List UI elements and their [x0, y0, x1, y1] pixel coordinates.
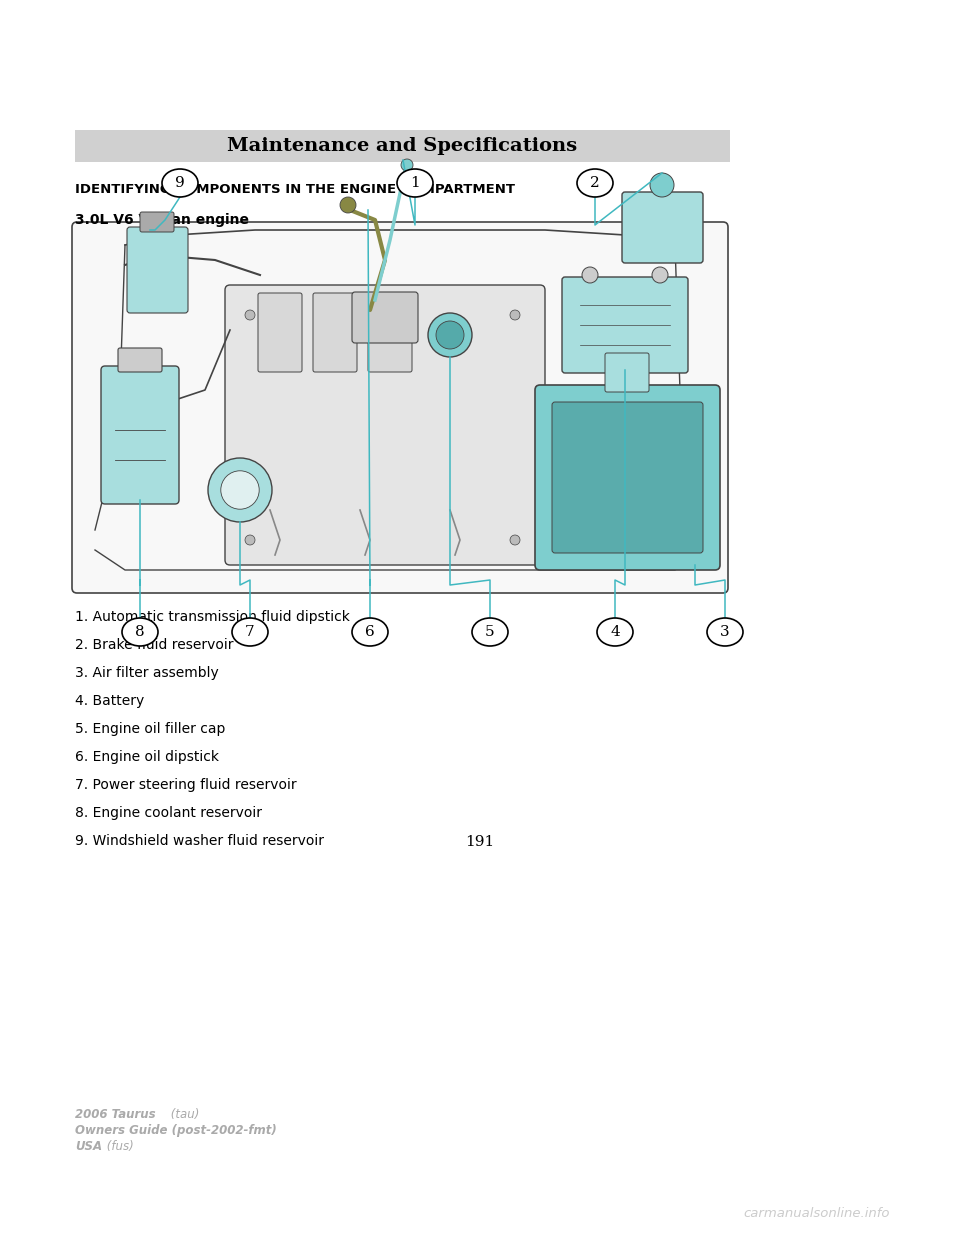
Ellipse shape: [597, 619, 633, 646]
Circle shape: [340, 197, 356, 212]
Text: 1. Automatic transmission fluid dipstick: 1. Automatic transmission fluid dipstick: [75, 610, 349, 623]
Circle shape: [650, 173, 674, 197]
Text: IDENTIFYING COMPONENTS IN THE ENGINE COMPARTMENT: IDENTIFYING COMPONENTS IN THE ENGINE COM…: [75, 183, 515, 196]
FancyBboxPatch shape: [118, 348, 162, 373]
Text: 8: 8: [135, 625, 145, 638]
FancyBboxPatch shape: [258, 293, 302, 373]
Text: 2006 Taurus: 2006 Taurus: [75, 1108, 156, 1122]
Circle shape: [428, 313, 472, 356]
Text: 9: 9: [175, 176, 185, 190]
Text: 6: 6: [365, 625, 374, 638]
Circle shape: [436, 320, 464, 349]
Ellipse shape: [397, 169, 433, 197]
Ellipse shape: [162, 169, 198, 197]
FancyBboxPatch shape: [605, 353, 649, 392]
Ellipse shape: [472, 619, 508, 646]
Text: 5. Engine oil filler cap: 5. Engine oil filler cap: [75, 722, 226, 737]
Ellipse shape: [232, 619, 268, 646]
FancyBboxPatch shape: [313, 293, 357, 373]
Text: 6. Engine oil dipstick: 6. Engine oil dipstick: [75, 750, 219, 764]
Circle shape: [401, 159, 413, 171]
Text: 8. Engine coolant reservoir: 8. Engine coolant reservoir: [75, 806, 262, 820]
Ellipse shape: [122, 619, 158, 646]
Text: 7. Power steering fluid reservoir: 7. Power steering fluid reservoir: [75, 777, 297, 792]
FancyBboxPatch shape: [622, 193, 703, 263]
Text: (fus): (fus): [103, 1140, 133, 1153]
Text: 3.0L V6 Vulcan engine: 3.0L V6 Vulcan engine: [75, 212, 249, 227]
Text: 7: 7: [245, 625, 254, 638]
FancyBboxPatch shape: [552, 402, 703, 553]
Circle shape: [245, 535, 255, 545]
Text: 1: 1: [410, 176, 420, 190]
Circle shape: [582, 267, 598, 283]
FancyBboxPatch shape: [535, 385, 720, 570]
FancyBboxPatch shape: [75, 130, 730, 161]
Ellipse shape: [577, 169, 613, 197]
Ellipse shape: [707, 619, 743, 646]
Circle shape: [208, 458, 272, 522]
Text: 3: 3: [720, 625, 730, 638]
Circle shape: [221, 471, 259, 509]
Text: 3. Air filter assembly: 3. Air filter assembly: [75, 666, 219, 681]
FancyBboxPatch shape: [140, 212, 174, 232]
Circle shape: [510, 535, 520, 545]
Ellipse shape: [352, 619, 388, 646]
Circle shape: [510, 310, 520, 320]
Circle shape: [652, 267, 668, 283]
Text: Maintenance and Specifications: Maintenance and Specifications: [228, 137, 578, 155]
Text: 9. Windshield washer fluid reservoir: 9. Windshield washer fluid reservoir: [75, 833, 324, 848]
Circle shape: [245, 310, 255, 320]
FancyBboxPatch shape: [127, 227, 188, 313]
Text: 4: 4: [611, 625, 620, 638]
FancyBboxPatch shape: [352, 292, 418, 343]
Text: 2: 2: [590, 176, 600, 190]
Text: carmanualsonline.info: carmanualsonline.info: [743, 1207, 890, 1220]
Text: 4. Battery: 4. Battery: [75, 694, 144, 708]
FancyBboxPatch shape: [101, 366, 179, 504]
Text: Owners Guide (post-2002-fmt): Owners Guide (post-2002-fmt): [75, 1124, 276, 1136]
FancyBboxPatch shape: [562, 277, 688, 373]
Text: 2. Brake fluid reservoir: 2. Brake fluid reservoir: [75, 638, 233, 652]
FancyBboxPatch shape: [368, 293, 412, 373]
Text: USA: USA: [75, 1140, 102, 1153]
Text: (tau): (tau): [167, 1108, 200, 1122]
Text: 5: 5: [485, 625, 494, 638]
FancyBboxPatch shape: [225, 284, 545, 565]
FancyBboxPatch shape: [72, 222, 728, 592]
Text: 191: 191: [466, 835, 494, 850]
